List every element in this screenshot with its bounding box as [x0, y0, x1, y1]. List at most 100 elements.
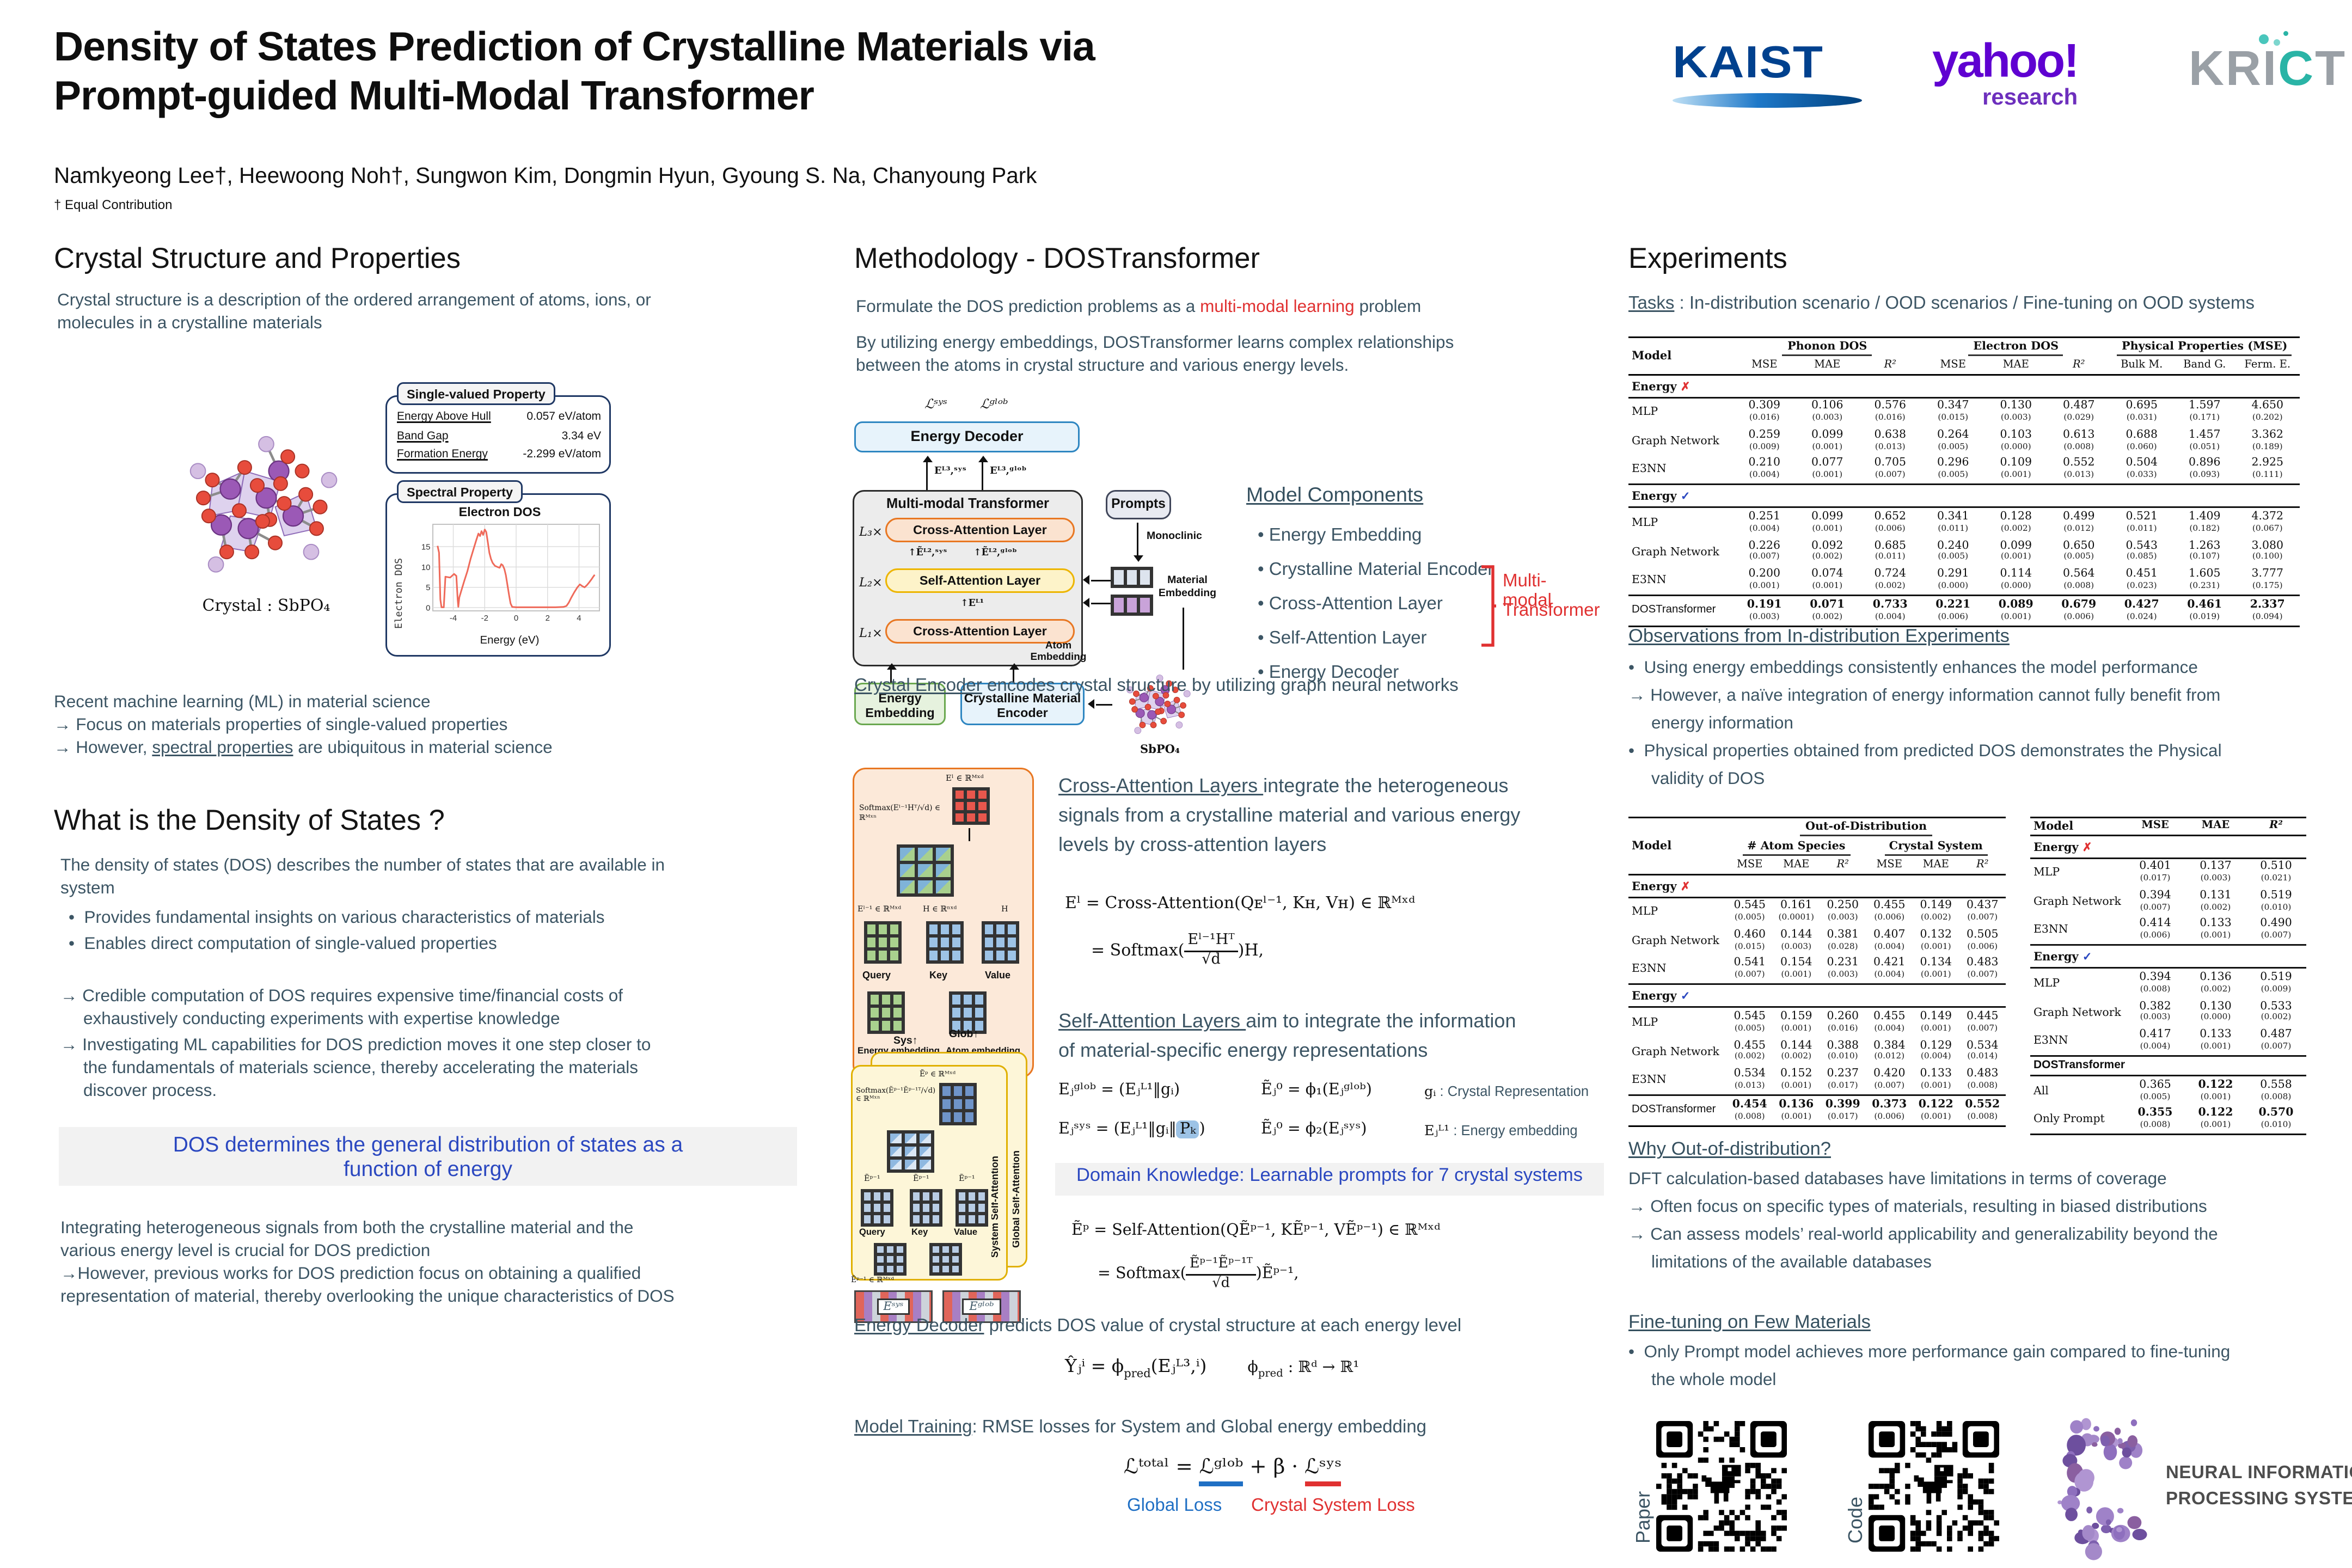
- table-row: MSE MAE R² MSE MAE R²: [1628, 857, 2006, 875]
- self-attention-layer-box: Self-Attention Layer: [885, 568, 1075, 593]
- krict-i: I: [2263, 42, 2278, 96]
- property-value: 0.057 eV/atom: [526, 412, 601, 423]
- matrix-cell: [928, 936, 939, 949]
- krict-kr: KR: [2189, 42, 2263, 96]
- table-row: Model Out-of-Distribution: [1628, 817, 2006, 875]
- table-cell: E3NN: [2033, 1034, 2068, 1048]
- table-cell: 0.407 (0.004): [1866, 926, 1913, 955]
- metric-value: 0.420: [1873, 1067, 1906, 1080]
- left-section-heading: Crystal Structure and Properties: [54, 242, 461, 274]
- table-cell: 0.122 (0.001): [1913, 1094, 1959, 1126]
- table-row: E3NN 0.210 (0.004) 0.077 (0.001) 0.705 (0.007)…: [1628, 455, 2299, 485]
- metric-value: 0.365: [2139, 1077, 2171, 1091]
- arrow-up-icon: [923, 456, 933, 462]
- metric-std: (0.012): [2063, 524, 2094, 534]
- metric-value: 0.394: [2139, 970, 2171, 984]
- matrix-icon: [952, 787, 990, 825]
- metric-value: 0.250: [1827, 898, 1859, 912]
- left-text-line: →However, previous works for DOS predict…: [60, 1264, 641, 1284]
- table-header-cell: MSE: [2125, 817, 2185, 836]
- svg-text:10: 10: [421, 563, 431, 572]
- metric-std: (0.006): [1874, 913, 1905, 923]
- eglob-embedding-box: Eᵍˡᵒᵇ: [942, 1290, 1021, 1323]
- matrix-cell: [1006, 949, 1018, 962]
- left-para-line: Crystal structure is a description of th…: [57, 291, 651, 310]
- matrix-cell: [977, 1191, 987, 1202]
- matrix-cell: [911, 1214, 921, 1225]
- table-cell: 0.210 (0.004): [1733, 455, 1796, 485]
- matrix-cell: [903, 1158, 918, 1171]
- metric-value: 0.688: [2126, 427, 2158, 441]
- matrix-icon: [939, 1083, 977, 1125]
- metric-std: (0.008): [1734, 1111, 1765, 1122]
- matrix-cell: [964, 1085, 975, 1098]
- metric-value: 0.519: [2260, 888, 2292, 902]
- metric-value: 0.240: [1937, 538, 1969, 552]
- metric-std: (0.003): [1749, 611, 1780, 622]
- metric-std: (0.085): [2126, 553, 2157, 563]
- metric-std: (0.009): [1749, 442, 1780, 452]
- neurips-dot: [2091, 1442, 2098, 1447]
- table-header-cell: Model: [1628, 337, 1733, 375]
- metric-std: (0.019): [2189, 611, 2220, 622]
- glob-label: Glob↑: [949, 1029, 979, 1040]
- table-cell: 1.409 (0.182): [2173, 507, 2237, 537]
- metric-value: 0.109: [2000, 456, 2032, 470]
- metric-std: (0.006): [2063, 611, 2094, 622]
- table-cell: 0.552 (0.013): [2048, 455, 2111, 485]
- metric-std: (0.001): [2000, 470, 2031, 481]
- table-cell: 0.133 (0.001): [2185, 1026, 2246, 1056]
- metric-value: 0.733: [1872, 597, 1908, 611]
- matrix-cell: [866, 949, 877, 962]
- metric-std: (0.003): [1827, 913, 1858, 923]
- metric-std: (0.111): [2252, 470, 2283, 481]
- table-cell: 0.455 (0.006): [1866, 897, 1913, 926]
- metric-value: 0.136: [1779, 1097, 1814, 1111]
- metric-std: (0.003): [1827, 970, 1858, 981]
- metric-std: (0.002): [2200, 984, 2231, 995]
- prompt-grid-icon: [1111, 595, 1153, 616]
- table-cell: 0.250 (0.003): [1820, 897, 1866, 926]
- table-cell: 2.337 (0.094): [2236, 595, 2299, 626]
- table-cell: 0.137 (0.003): [2185, 857, 2246, 887]
- matrix-cell: [952, 1098, 964, 1111]
- crystal-structure-image-small: [1126, 675, 1191, 734]
- table-cell: MLP: [1632, 1016, 1658, 1030]
- metric-value: 0.533: [2260, 999, 2292, 1013]
- metric-std: (0.013): [2063, 470, 2094, 481]
- table-cell: 0.552 (0.008): [1959, 1094, 2006, 1126]
- table-cell: 0.077 (0.001): [1796, 455, 1859, 485]
- neurips-dot: [2100, 1435, 2110, 1447]
- table-cell: 0.545 (0.005): [1726, 1007, 1773, 1037]
- metric-std: (0.002): [1734, 1052, 1765, 1063]
- table-cell: 0.545 (0.005): [1726, 897, 1773, 926]
- check-icon: ✓: [1680, 488, 1690, 504]
- obs-line: → However, a naïve integration of energy…: [1628, 686, 2221, 706]
- metric-std: (0.003): [1812, 413, 1843, 424]
- matrix-icon: [955, 1189, 988, 1227]
- table-cell: 0.499 (0.012): [2048, 507, 2111, 537]
- metric-std: (0.001): [2000, 553, 2031, 563]
- table-header-cell: MAE: [2185, 817, 2246, 836]
- metric-std: (0.001): [2200, 1042, 2231, 1052]
- table-cell: 0.122 (0.001): [2185, 1076, 2246, 1105]
- table-header-cell: Phonon DOS: [1733, 338, 1922, 358]
- table-row: Energy ✓: [1628, 483, 2299, 509]
- table-cell: 0.558 (0.008): [2246, 1076, 2306, 1105]
- why-line: → Can assess models’ real-world applicab…: [1628, 1225, 2218, 1245]
- matrix-cell: [931, 1245, 941, 1254]
- matrix-cell: [869, 1019, 880, 1032]
- left-text-line: representation of material, thereby over…: [60, 1287, 675, 1307]
- table-cell: 0.483 (0.008): [1959, 1065, 2006, 1095]
- table-cell: Energy ✓: [2030, 944, 2306, 969]
- matrix-cell: [889, 936, 900, 949]
- self-attention-diagram: System Self-Attention Global Self-Attent…: [851, 1029, 1039, 1336]
- table-cell: 0.533 (0.002): [2246, 998, 2306, 1027]
- table-cell: 0.490 (0.007): [2246, 916, 2306, 945]
- metric-value: 0.152: [1780, 1067, 1812, 1080]
- arrow-left-icon: [1091, 580, 1111, 582]
- table-row: Energy ✓: [1628, 983, 2006, 1008]
- loss-formula: ℒᵗᵒᵗᵃˡ = ℒᵍˡᵒᵇ + β · ℒˢʸˢ: [1124, 1454, 1342, 1486]
- metric-std: (0.100): [2252, 553, 2283, 563]
- table-row: E3NN 0.541 (0.007) 0.154 (0.001) 0.231 (0.003)…: [1628, 955, 2006, 984]
